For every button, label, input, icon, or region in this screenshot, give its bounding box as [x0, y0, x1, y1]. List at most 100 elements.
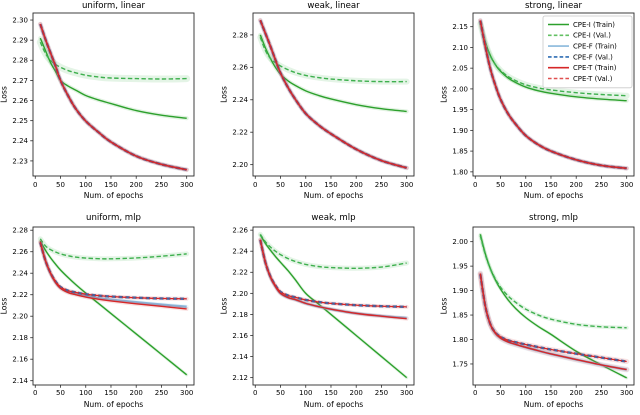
series-band-CPE-F (Train) — [257, 17, 410, 171]
x-tick-label: 150 — [544, 389, 557, 397]
x-tick-label: 200 — [570, 181, 583, 189]
legend: CPE-I (Train) CPE-I (Val.) CPE-F (Train) CP… — [542, 15, 633, 89]
series-band-CPE-I (Val.) — [36, 38, 191, 83]
x-tick-label: 100 — [519, 389, 532, 397]
x-tick-label: 200 — [130, 389, 143, 397]
y-axis-label: Loss — [440, 298, 449, 315]
y-tick-label: 2.18 — [12, 334, 28, 342]
y-tick-label: 2.26 — [232, 227, 248, 235]
x-tick-label: 150 — [324, 181, 337, 189]
x-tick-label: 200 — [350, 181, 363, 189]
x-tick-label: 200 — [130, 181, 143, 189]
plot-area — [252, 226, 415, 386]
series-line-CPE-F (Val.) — [259, 19, 408, 170]
chart-weak-mlp: 0 50 100 150 200 250 300 2.12 2.14 2.16 2.18 2.20 2.… — [220, 213, 415, 409]
y-tick-label: 1.75 — [452, 360, 468, 368]
series-line-CPE-T (Train) — [39, 23, 187, 171]
x-tick-label: 150 — [104, 181, 117, 189]
legend-entry-label: CPE-T (Train) — [573, 64, 617, 72]
y-tick-label: 2.26 — [12, 248, 28, 256]
plot-area — [32, 226, 195, 386]
x-tick-label: 100 — [299, 181, 312, 189]
y-tick-label: 2.14 — [232, 353, 248, 361]
x-tick-label: 0 — [253, 389, 257, 397]
series-band-CPE-T (Train) — [38, 22, 189, 172]
y-tick-label: 2.26 — [232, 64, 248, 72]
chart-uniform-linear: 0 50 100 150 200 250 300 2.23 2.24 2.25 2.26 2.27 2.… — [0, 1, 195, 200]
x-axis-label: Num. of epochs — [84, 400, 144, 409]
y-tick-label: 2.16 — [232, 332, 248, 340]
x-tick-label: 200 — [570, 389, 583, 397]
x-tick-label: 0 — [253, 181, 257, 189]
chart-strong-linear: 0 50 100 150 200 250 300 1.80 1.85 1.90 1.95 2.00 2.… — [440, 1, 635, 200]
legend-entry-label: CPE-F (Val.) — [573, 53, 613, 61]
series-line-CPE-T (Val.) — [479, 274, 627, 363]
x-tick-label: 250 — [375, 181, 388, 189]
y-tick-label: 2.15 — [452, 23, 468, 31]
y-tick-label: 2.10 — [452, 44, 468, 52]
x-axis-label: Num. of epochs — [84, 191, 144, 200]
series-line-CPE-T (Val.) — [39, 23, 187, 171]
chart-weak-linear: 0 50 100 150 200 250 300 2.20 2.22 2.24 2.26 2.28 we… — [220, 1, 415, 200]
chart-title: strong, linear — [525, 1, 583, 11]
y-tick-label: 2.25 — [12, 117, 28, 125]
y-tick-label: 2.26 — [12, 97, 28, 105]
y-tick-label: 2.00 — [452, 238, 468, 246]
series-line-CPE-I (Train) — [479, 22, 627, 102]
x-tick-label: 0 — [33, 181, 37, 189]
series-line-CPE-F (Val.) — [39, 23, 187, 171]
x-tick-label: 300 — [620, 389, 633, 397]
y-tick-label: 1.80 — [452, 168, 468, 176]
plot-area — [252, 12, 415, 177]
series-band-CPE-T (Val.) — [38, 22, 189, 172]
x-tick-label: 300 — [180, 389, 193, 397]
legend-entry-label: CPE-F (Train) — [573, 43, 617, 51]
y-tick-label: 2.14 — [12, 377, 28, 385]
series-band-CPE-T (Train) — [258, 18, 409, 170]
x-tick-label: 0 — [473, 181, 477, 189]
y-tick-label: 1.85 — [452, 311, 468, 319]
plot-area — [472, 12, 635, 177]
y-tick-label: 2.16 — [12, 356, 28, 364]
y-tick-label: 2.29 — [12, 37, 28, 45]
x-tick-label: 150 — [544, 181, 557, 189]
y-tick-label: 1.80 — [452, 336, 468, 344]
x-axis-label: Num. of epochs — [304, 191, 364, 200]
y-axis-label: Loss — [220, 86, 229, 103]
x-tick-label: 250 — [375, 389, 388, 397]
x-tick-label: 100 — [79, 389, 92, 397]
chart-title: weak, mlp — [311, 213, 355, 223]
chart-title: uniform, mlp — [86, 213, 141, 223]
plot-area — [472, 226, 635, 386]
x-axis-label: Num. of epochs — [524, 191, 584, 200]
x-tick-label: 50 — [56, 389, 65, 397]
x-tick-label: 150 — [324, 389, 337, 397]
chart-title: weak, linear — [307, 1, 360, 11]
y-axis-label: Loss — [0, 298, 9, 315]
x-tick-label: 300 — [400, 389, 413, 397]
series-line-CPE-F (Train) — [39, 23, 187, 171]
plot-area — [32, 12, 195, 177]
x-tick-label: 0 — [33, 389, 37, 397]
y-tick-label: 2.24 — [232, 248, 248, 256]
y-tick-label: 2.05 — [452, 65, 468, 73]
series-line-CPE-I (Train) — [39, 240, 188, 376]
legend-entry-label: CPE-I (Train) — [573, 21, 615, 29]
series-line-CPE-T (Val.) — [259, 240, 407, 308]
y-axis-label: Loss — [440, 86, 449, 103]
x-tick-label: 100 — [79, 181, 92, 189]
x-tick-label: 50 — [496, 181, 505, 189]
y-tick-label: 2.22 — [12, 291, 28, 299]
legend-entry-label: CPE-T (Val.) — [573, 75, 613, 83]
x-tick-label: 300 — [400, 181, 413, 189]
y-tick-label: 1.95 — [452, 263, 468, 271]
x-tick-label: 250 — [155, 181, 168, 189]
legend-frame — [542, 15, 633, 89]
x-tick-label: 250 — [155, 389, 168, 397]
y-tick-label: 2.30 — [12, 16, 28, 24]
legend-entry-label: CPE-I (Val.) — [573, 32, 611, 40]
series-line-CPE-I (Train) — [39, 37, 187, 119]
y-tick-label: 1.95 — [452, 106, 468, 114]
series-line-CPE-T (Train) — [259, 20, 407, 169]
series-band-CPE-F (Train) — [37, 21, 190, 173]
